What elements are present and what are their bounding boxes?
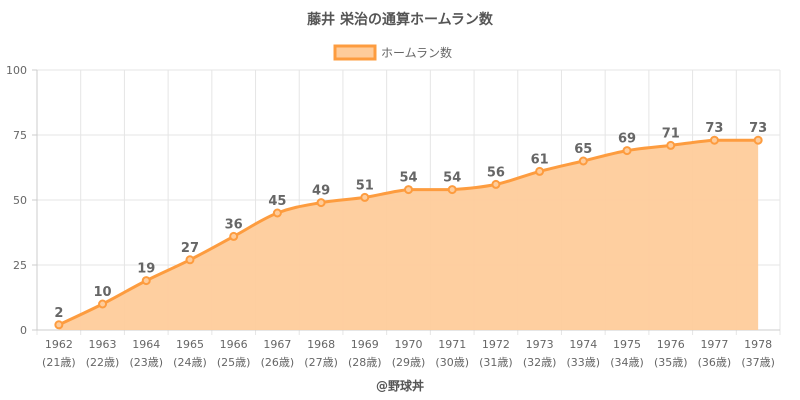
y-tick-label: 75: [13, 129, 27, 142]
data-point[interactable]: [54, 320, 64, 330]
data-point[interactable]: [98, 299, 108, 309]
data-point[interactable]: [753, 135, 763, 145]
data-label: 54: [443, 171, 461, 186]
data-point[interactable]: [316, 198, 326, 208]
y-tick-label: 100: [6, 64, 27, 77]
data-labels: 2 10 19 27 36 45 49 51 54 54 56 61 65 69 71 73 73: [54, 121, 767, 321]
x-tick-sublabel: (36歳): [698, 356, 732, 369]
legend-label: ホームラン数: [381, 45, 452, 60]
data-label: 73: [749, 121, 767, 136]
data-label: 69: [618, 132, 636, 147]
x-tick-sublabel: (28歳): [348, 356, 382, 369]
data-point[interactable]: [535, 166, 545, 176]
x-tick-sublabel: (31歳): [479, 356, 513, 369]
data-label: 36: [225, 217, 243, 232]
x-tick-label: 1962: [45, 338, 73, 351]
x-tick-sublabel: (33歳): [567, 356, 601, 369]
series-area: [58, 140, 759, 330]
x-tick-label: 1974: [569, 338, 597, 351]
x-tick-sublabel: (32歳): [523, 356, 557, 369]
data-label: 51: [356, 178, 374, 193]
x-tick-sublabel: (30歳): [435, 356, 469, 369]
x-tick-sublabel: (23歳): [129, 356, 163, 369]
data-point[interactable]: [229, 231, 239, 241]
x-tick-sublabel: (27歳): [304, 356, 338, 369]
data-label: 61: [531, 152, 549, 167]
legend-swatch: [333, 44, 377, 61]
data-label: 65: [574, 142, 592, 157]
x-tick-sublabel: (25歳): [217, 356, 251, 369]
data-label: 10: [94, 285, 112, 300]
data-point[interactable]: [141, 276, 151, 286]
x-tick-sublabel: (22歳): [86, 356, 120, 369]
x-tick-sublabel: (26歳): [261, 356, 295, 369]
chart-title: 藤井 栄治の通算ホームラン数: [307, 11, 494, 28]
data-label: 56: [487, 165, 505, 180]
data-label: 71: [662, 126, 680, 141]
data-point[interactable]: [185, 255, 195, 265]
footer-credit: @野球丼: [376, 378, 424, 393]
x-tick-label: 1977: [700, 338, 728, 351]
x-axis: 1962 (21歳) 1963 (22歳) 1964 (23歳) 1965 (24歳) 1966…: [37, 329, 780, 369]
x-tick-label: 1963: [89, 338, 117, 351]
data-point[interactable]: [666, 140, 676, 150]
x-tick-label: 1969: [351, 338, 379, 351]
plot-area: [54, 135, 763, 330]
data-label: 27: [181, 241, 199, 256]
y-tick-label: 50: [13, 194, 27, 207]
x-tick-label: 1976: [657, 338, 685, 351]
x-tick-label: 1971: [438, 338, 466, 351]
x-tick-label: 1966: [220, 338, 248, 351]
x-tick-label: 1967: [263, 338, 291, 351]
data-label: 54: [399, 171, 417, 186]
y-axis: 0 25 50 75 100: [6, 64, 38, 337]
data-point[interactable]: [360, 192, 370, 202]
x-tick-label: 1972: [482, 338, 510, 351]
legend[interactable]: ホームラン数: [333, 44, 452, 61]
x-tick-label: 1970: [395, 338, 423, 351]
data-label: 19: [137, 262, 155, 277]
x-tick-label: 1975: [613, 338, 641, 351]
data-label: 45: [268, 194, 286, 209]
data-point[interactable]: [491, 179, 501, 189]
y-tick-label: 0: [20, 324, 27, 337]
x-tick-label: 1964: [132, 338, 160, 351]
x-tick-label: 1968: [307, 338, 335, 351]
x-tick-label: 1965: [176, 338, 204, 351]
x-tick-sublabel: (37歳): [741, 356, 775, 369]
data-point[interactable]: [404, 185, 413, 195]
data-label: 49: [312, 184, 330, 199]
data-point[interactable]: [622, 146, 632, 156]
x-tick-sublabel: (24歳): [173, 356, 207, 369]
x-tick-sublabel: (21歳): [42, 356, 76, 369]
data-point[interactable]: [578, 156, 588, 166]
y-tick-label: 25: [13, 259, 27, 272]
x-tick-label: 1973: [526, 338, 554, 351]
x-tick-sublabel: (34歳): [610, 356, 644, 369]
data-point[interactable]: [709, 135, 719, 145]
x-tick-sublabel: (35歳): [654, 356, 688, 369]
x-tick-sublabel: (29歳): [392, 356, 426, 369]
x-tick-label: 1978: [744, 338, 772, 351]
data-point[interactable]: [272, 208, 282, 218]
data-point[interactable]: [447, 185, 457, 195]
data-label: 73: [705, 121, 723, 136]
data-label: 2: [54, 306, 63, 321]
